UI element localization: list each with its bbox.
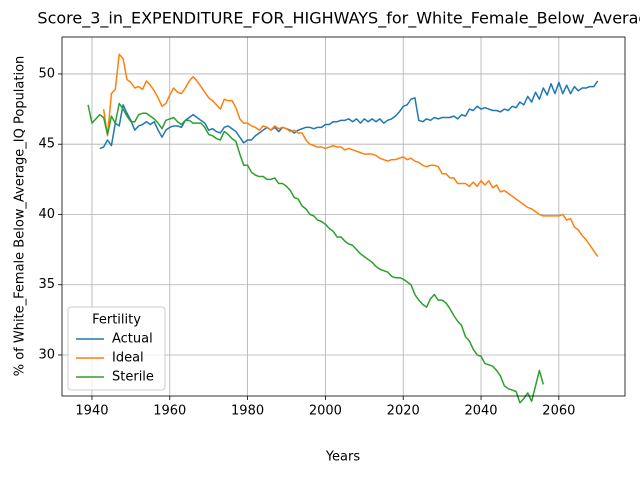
x-tick-label: 2000 [309, 404, 342, 419]
y-tick-label: 35 [38, 277, 55, 292]
legend-label: Ideal [112, 351, 144, 366]
y-tick-label: 30 [38, 347, 55, 362]
x-tick-label: 2060 [542, 404, 575, 419]
data-line [102, 53, 599, 258]
plot-frame [61, 36, 626, 397]
x-tick-label: 2020 [387, 404, 420, 419]
x-tick-label: 1960 [153, 404, 186, 419]
x-tick-label: 1940 [75, 404, 108, 419]
y-tick-label: 40 [38, 207, 55, 222]
y-tick-label: 50 [38, 66, 55, 81]
legend-label: Sterile [112, 370, 154, 385]
x-tick-label: 2040 [464, 404, 497, 419]
legend-label: Actual [112, 332, 153, 347]
x-tick-label: 1980 [231, 404, 264, 419]
x-axis-label: Years [325, 450, 361, 465]
data-line [99, 80, 599, 150]
legend-box [67, 306, 166, 391]
y-axis-label: % of White_Female Below_Average_IQ Popul… [13, 56, 28, 377]
chart-title: Score_3_in_EXPENDITURE_FOR_HIGHWAYS_for_… [37, 9, 640, 29]
data-line [87, 102, 545, 404]
legend-title: Fertility [92, 313, 141, 328]
y-tick-label: 45 [38, 137, 55, 152]
